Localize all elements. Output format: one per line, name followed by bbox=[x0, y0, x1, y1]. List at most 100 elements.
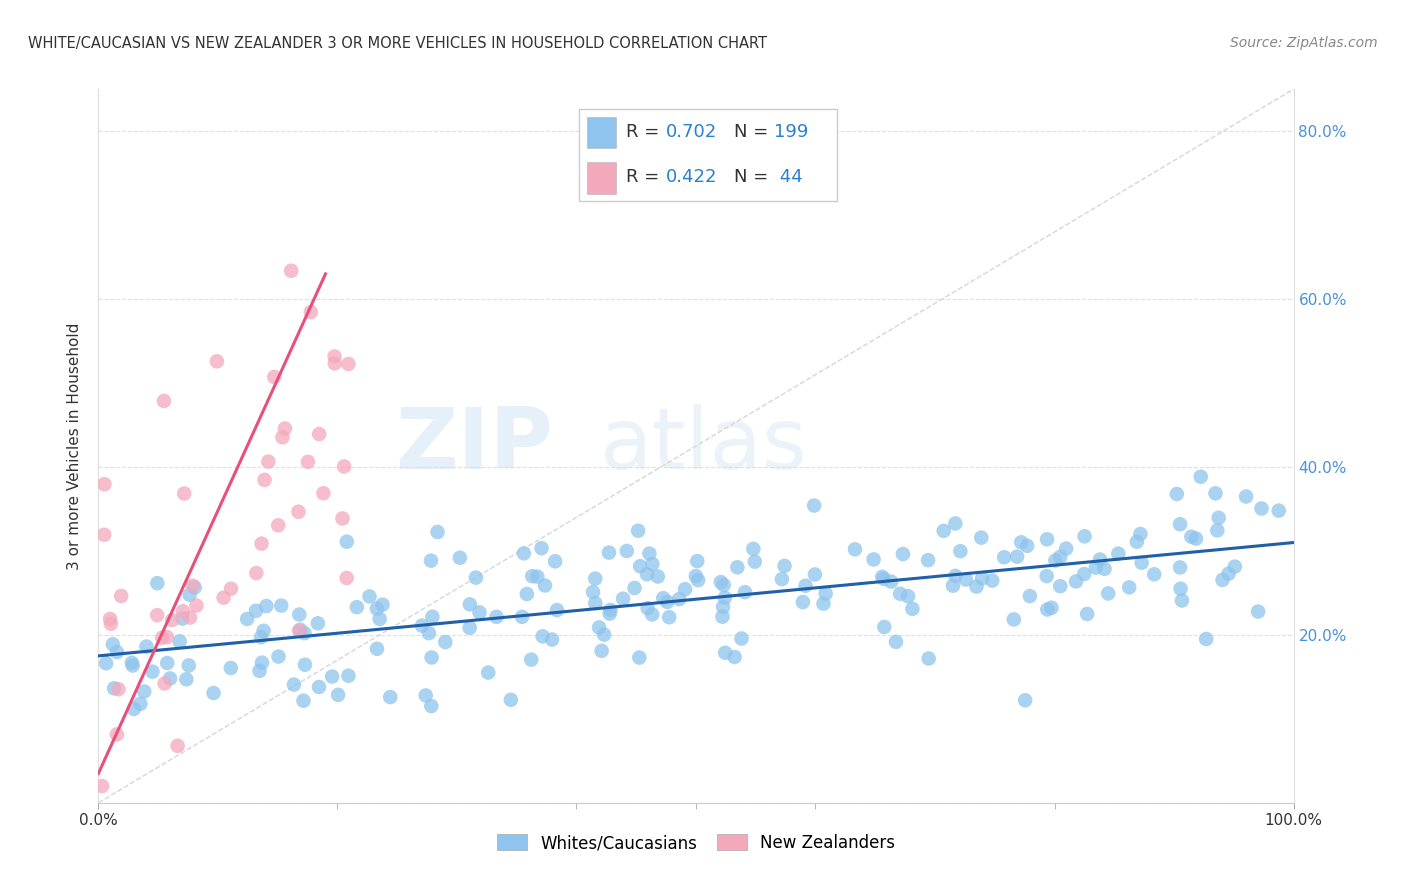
Point bbox=[744, 555, 766, 569]
Point bbox=[288, 607, 311, 622]
Point bbox=[1035, 569, 1057, 583]
Point bbox=[1234, 490, 1257, 504]
Point bbox=[891, 547, 914, 561]
Point bbox=[711, 599, 734, 614]
Point bbox=[1218, 566, 1240, 581]
Point bbox=[588, 620, 610, 634]
Point bbox=[932, 524, 955, 538]
Point bbox=[884, 635, 907, 649]
Point bbox=[280, 264, 302, 278]
Point bbox=[422, 609, 444, 624]
Point bbox=[146, 608, 169, 623]
Point bbox=[288, 624, 311, 638]
Point bbox=[122, 702, 145, 716]
Point bbox=[250, 656, 273, 670]
Point bbox=[418, 626, 440, 640]
Point bbox=[652, 591, 675, 606]
Text: ZIP: ZIP bbox=[395, 404, 553, 488]
Point bbox=[1094, 562, 1116, 576]
Point bbox=[641, 607, 664, 622]
Point bbox=[205, 354, 228, 368]
Point bbox=[1126, 534, 1149, 549]
Point bbox=[598, 545, 620, 559]
Point bbox=[299, 305, 322, 319]
Point bbox=[346, 600, 368, 615]
Point bbox=[966, 580, 988, 594]
Point bbox=[599, 603, 621, 617]
Point bbox=[236, 612, 259, 626]
Point bbox=[673, 582, 696, 596]
Point bbox=[1045, 553, 1067, 567]
Point bbox=[513, 546, 536, 560]
Point bbox=[1195, 632, 1218, 646]
Point bbox=[323, 350, 346, 364]
Point bbox=[582, 585, 605, 599]
Point bbox=[1097, 586, 1119, 600]
Point bbox=[173, 486, 195, 500]
Point bbox=[150, 631, 173, 645]
Point bbox=[250, 630, 273, 644]
Point bbox=[458, 621, 481, 635]
Point bbox=[1049, 549, 1071, 564]
Point bbox=[1073, 567, 1095, 582]
Point bbox=[955, 573, 977, 587]
Point bbox=[641, 557, 664, 571]
Point bbox=[1010, 535, 1032, 549]
Point bbox=[307, 616, 329, 631]
Point bbox=[713, 591, 735, 605]
Point bbox=[172, 611, 194, 625]
Point bbox=[245, 566, 267, 580]
Y-axis label: 3 or more Vehicles in Household: 3 or more Vehicles in Household bbox=[67, 322, 83, 570]
Point bbox=[420, 699, 443, 714]
Point bbox=[250, 537, 273, 551]
Point bbox=[972, 571, 994, 585]
Point bbox=[917, 553, 939, 567]
Point bbox=[468, 606, 491, 620]
Point bbox=[283, 677, 305, 691]
Point bbox=[901, 602, 924, 616]
Text: atlas: atlas bbox=[600, 404, 808, 488]
Point bbox=[297, 455, 319, 469]
Point bbox=[636, 567, 658, 582]
Point bbox=[254, 599, 277, 613]
Point bbox=[176, 673, 198, 687]
Point bbox=[183, 580, 205, 594]
Point bbox=[359, 590, 381, 604]
Point bbox=[101, 637, 124, 651]
Point bbox=[970, 531, 993, 545]
Point bbox=[742, 541, 765, 556]
Point bbox=[1189, 469, 1212, 483]
Text: N =: N = bbox=[734, 123, 775, 141]
Point bbox=[177, 658, 200, 673]
Point bbox=[141, 665, 163, 679]
Point bbox=[628, 650, 651, 665]
Point bbox=[169, 634, 191, 648]
Point bbox=[943, 516, 966, 531]
Point bbox=[686, 554, 709, 568]
Point bbox=[415, 689, 437, 703]
Point bbox=[627, 524, 650, 538]
Point bbox=[657, 595, 679, 609]
Point bbox=[520, 652, 543, 666]
Point bbox=[107, 682, 129, 697]
Point bbox=[612, 591, 634, 606]
Point bbox=[257, 455, 280, 469]
Point bbox=[647, 569, 669, 583]
Point bbox=[541, 632, 564, 647]
Point bbox=[1118, 580, 1140, 594]
Point bbox=[723, 649, 745, 664]
Point bbox=[146, 576, 169, 591]
Point bbox=[599, 607, 621, 621]
Point bbox=[274, 421, 297, 435]
Point bbox=[100, 616, 122, 631]
Point bbox=[918, 651, 941, 665]
Point bbox=[426, 524, 449, 539]
Point bbox=[1166, 487, 1188, 501]
Point bbox=[945, 569, 967, 583]
Point bbox=[105, 645, 128, 659]
Text: Source: ZipAtlas.com: Source: ZipAtlas.com bbox=[1230, 36, 1378, 50]
Point bbox=[814, 586, 837, 600]
Point bbox=[593, 627, 616, 641]
Point bbox=[477, 665, 499, 680]
Point bbox=[323, 356, 346, 370]
